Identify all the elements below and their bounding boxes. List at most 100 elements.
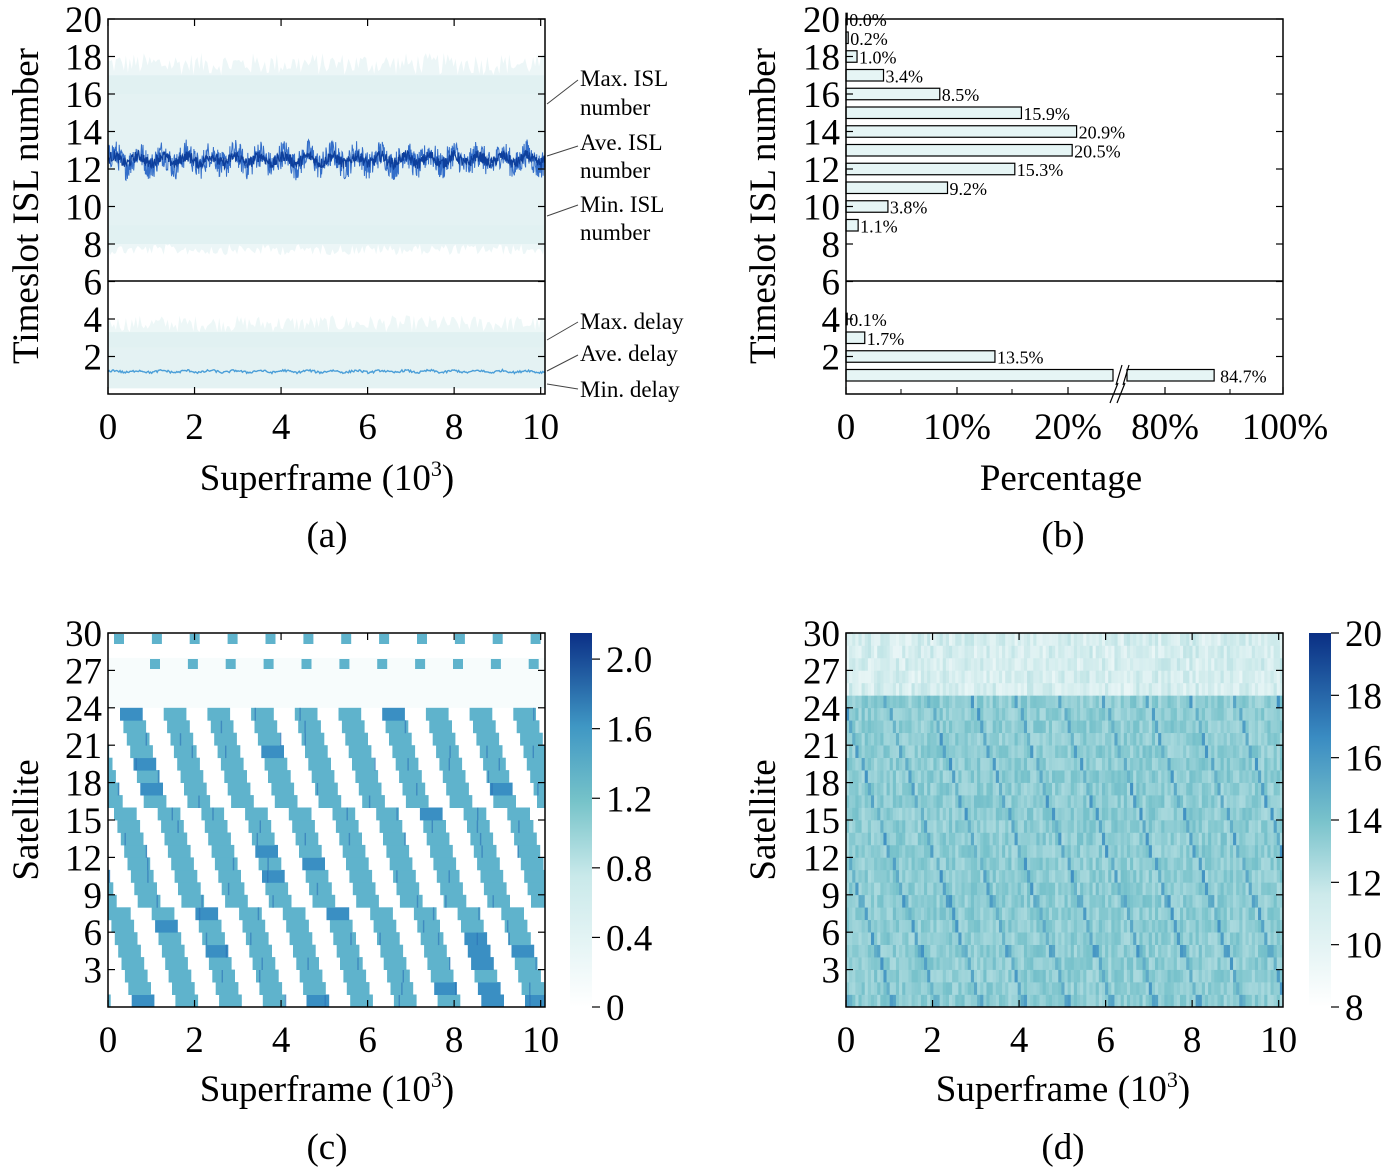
isl-number-cell [983, 670, 987, 684]
isl-number-cell [861, 982, 866, 995]
isl-number-cell [849, 770, 853, 783]
isl-number-cell [1239, 707, 1243, 721]
isl-number-cell [1101, 682, 1106, 696]
isl-number-cell [1045, 732, 1050, 746]
isl-number-cell [1176, 982, 1181, 995]
isl-number-cell [1214, 994, 1218, 1007]
isl-number-cell [970, 982, 975, 995]
annot-ave-isl: Ave. ISL [580, 130, 663, 155]
isl-number-cell [989, 894, 994, 908]
isl-number-cell [1217, 732, 1221, 746]
isl-number-cell [986, 645, 990, 659]
isl-number-cell [995, 944, 1000, 958]
isl-number-cell [855, 932, 859, 945]
delay-cell [387, 969, 410, 983]
isl-number-cell [1148, 757, 1153, 771]
isl-number-cell [1226, 807, 1231, 821]
isl-number-cell [1014, 807, 1018, 821]
isl-number-cell [1201, 882, 1206, 896]
isl-number-cell [1133, 645, 1137, 659]
isl-number-cell [1052, 807, 1056, 821]
isl-number-cell [1245, 907, 1249, 921]
isl-number-cell [1048, 869, 1053, 883]
isl-number-cell [1045, 782, 1050, 796]
isl-number-cell [849, 944, 853, 958]
isl-number-cell [1080, 844, 1084, 858]
isl-number-cell [861, 807, 866, 821]
isl-number-cell [1105, 994, 1109, 1007]
isl-number-cell [1020, 633, 1025, 646]
isl-number-cell [1192, 670, 1196, 684]
isl-number-cell [1139, 982, 1143, 995]
isl-number-cell [902, 957, 906, 970]
isl-number-cell [858, 832, 862, 846]
isl-number-cell [1117, 919, 1121, 933]
delay-cell [108, 757, 113, 771]
delay-cell [289, 932, 313, 946]
isl-number-cell [1114, 645, 1118, 659]
isl-number-cell [1229, 857, 1234, 871]
isl-number-cell [1101, 982, 1106, 995]
isl-number-cell [955, 795, 959, 808]
isl-number-cell [1045, 707, 1050, 721]
isl-number-cell [1208, 894, 1212, 908]
delay-cell [265, 634, 276, 644]
isl-number-cell [1273, 919, 1278, 933]
isl-number-cell [889, 757, 894, 771]
isl-number-cell [1120, 857, 1125, 871]
isl-number-cell [1052, 932, 1056, 945]
isl-number-cell [1186, 882, 1190, 896]
percentage-bar [845, 218, 859, 232]
isl-number-cell [949, 732, 953, 746]
isl-number-cell [1002, 745, 1006, 758]
isl-number-cell [1251, 757, 1256, 771]
isl-number-cell [892, 807, 897, 821]
isl-number-cell [1123, 745, 1128, 758]
isl-number-cell [1101, 695, 1106, 709]
isl-number-cell [1236, 944, 1240, 958]
isl-number-cell [1229, 695, 1234, 709]
isl-number-cell [1086, 957, 1090, 970]
delay-cell [473, 720, 496, 734]
isl-number-cell [1145, 645, 1150, 659]
isl-number-cell [902, 982, 906, 995]
isl-number-cell [895, 919, 900, 933]
isl-number-cell [1011, 770, 1015, 783]
isl-number-cell [858, 657, 862, 671]
isl-number-cell [877, 782, 881, 796]
isl-number-cell [1120, 832, 1125, 846]
isl-number-cell [1061, 657, 1065, 671]
isl-number-cell [1201, 757, 1206, 771]
delay-cell [521, 982, 545, 995]
isl-number-cell [952, 695, 956, 709]
delay-cell [251, 832, 275, 846]
isl-number-cell [1083, 857, 1087, 871]
isl-number-cell [1242, 944, 1246, 958]
isl-number-cell [1105, 682, 1109, 696]
colorbar-tick-label: 20 [1345, 614, 1382, 655]
delay-cell [108, 894, 117, 908]
isl-number-cell [1027, 633, 1031, 646]
isl-number-cell [1017, 932, 1022, 945]
isl-number-cell [1064, 820, 1068, 833]
isl-number-cell [924, 882, 928, 896]
y-tick-label: 6 [822, 913, 841, 954]
isl-number-cell [998, 782, 1003, 796]
isl-number-cell [849, 807, 853, 821]
delay-cell [264, 757, 288, 771]
isl-number-cell [852, 732, 856, 746]
isl-number-cell [1254, 795, 1259, 808]
isl-number-cell [1264, 882, 1268, 896]
isl-number-cell [1270, 795, 1274, 808]
isl-number-cell [1014, 982, 1018, 995]
isl-number-cell [899, 957, 903, 970]
isl-number-cell [1126, 657, 1131, 671]
isl-number-cell [1201, 645, 1206, 659]
isl-number-cell [1148, 844, 1153, 858]
isl-number-cell [930, 682, 934, 696]
isl-number-cell [1002, 844, 1006, 858]
isl-number-cell [1083, 770, 1087, 783]
isl-number-cell [1167, 707, 1171, 721]
isl-number-cell [867, 882, 872, 896]
delay-cell-streak [316, 782, 319, 796]
